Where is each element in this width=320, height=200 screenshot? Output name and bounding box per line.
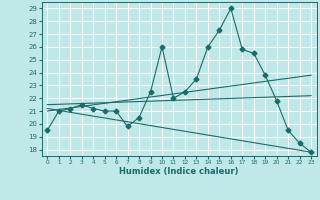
X-axis label: Humidex (Indice chaleur): Humidex (Indice chaleur) — [119, 167, 239, 176]
